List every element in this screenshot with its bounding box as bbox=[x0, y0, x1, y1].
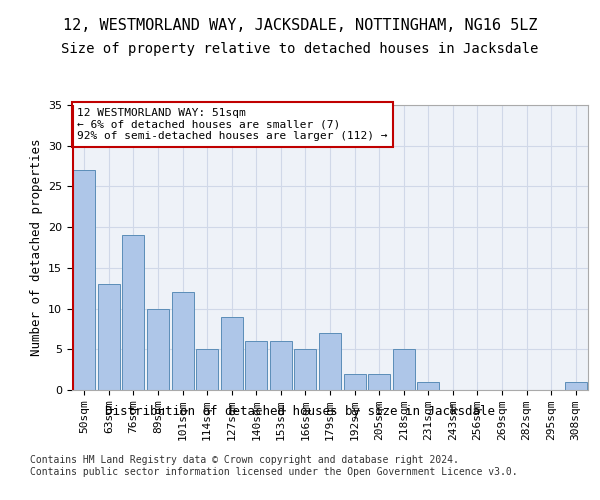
Text: Size of property relative to detached houses in Jacksdale: Size of property relative to detached ho… bbox=[61, 42, 539, 56]
Text: 12, WESTMORLAND WAY, JACKSDALE, NOTTINGHAM, NG16 5LZ: 12, WESTMORLAND WAY, JACKSDALE, NOTTINGH… bbox=[63, 18, 537, 32]
Bar bbox=[245, 341, 268, 390]
Bar bbox=[344, 374, 365, 390]
Text: Contains HM Land Registry data © Crown copyright and database right 2024.
Contai: Contains HM Land Registry data © Crown c… bbox=[30, 455, 518, 476]
Bar bbox=[147, 308, 169, 390]
Bar bbox=[368, 374, 390, 390]
Bar bbox=[295, 350, 316, 390]
Bar bbox=[221, 316, 243, 390]
Bar bbox=[98, 284, 120, 390]
Text: 12 WESTMORLAND WAY: 51sqm
← 6% of detached houses are smaller (7)
92% of semi-de: 12 WESTMORLAND WAY: 51sqm ← 6% of detach… bbox=[77, 108, 388, 141]
Bar bbox=[196, 350, 218, 390]
Bar bbox=[270, 341, 292, 390]
Y-axis label: Number of detached properties: Number of detached properties bbox=[29, 138, 43, 356]
Text: Distribution of detached houses by size in Jacksdale: Distribution of detached houses by size … bbox=[105, 405, 495, 418]
Bar bbox=[73, 170, 95, 390]
Bar bbox=[565, 382, 587, 390]
Bar bbox=[122, 236, 145, 390]
Bar bbox=[392, 350, 415, 390]
Bar bbox=[319, 333, 341, 390]
Bar bbox=[417, 382, 439, 390]
Bar bbox=[172, 292, 194, 390]
